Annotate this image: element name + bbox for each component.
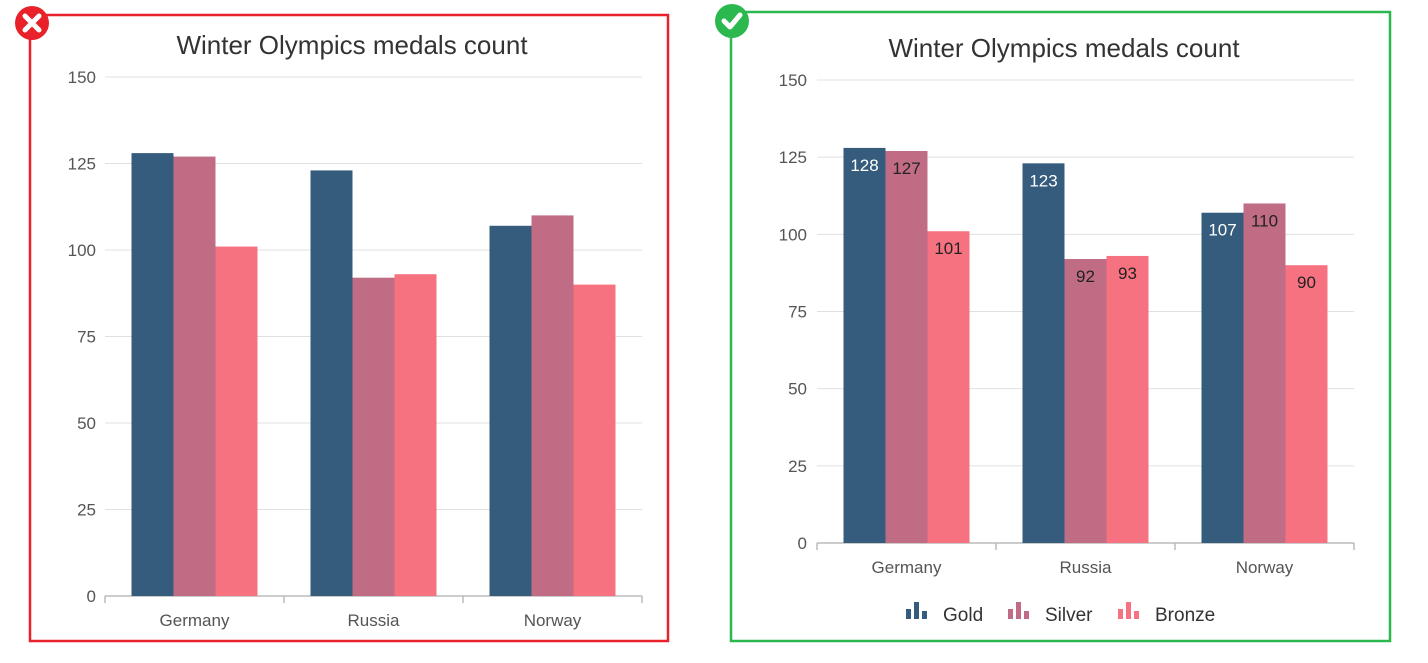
icon-bar — [906, 609, 911, 619]
bar-gold — [310, 170, 353, 597]
data-label: 92 — [1076, 267, 1095, 286]
data-label: 123 — [1029, 171, 1057, 190]
panel-frame — [28, 13, 670, 643]
data-label: 90 — [1297, 273, 1316, 292]
chart-panel-correct: Winter Olympics medals count 0 25 50 75 100 12… — [715, 4, 1392, 643]
bar-gold — [1201, 212, 1244, 543]
bar-silver — [1243, 203, 1286, 543]
legend-label: Gold — [943, 605, 983, 626]
data-label: 93 — [1118, 264, 1137, 283]
cross-icon — [15, 6, 49, 40]
bar-silver — [1064, 259, 1107, 543]
category-label: Russia — [1060, 558, 1113, 577]
legend-bar-chart-icon — [1008, 602, 1029, 619]
bar-silver — [352, 277, 395, 596]
bar-gold — [131, 153, 174, 596]
y-tick-label: 0 — [798, 534, 807, 553]
check-icon — [715, 4, 749, 38]
bar-bronze — [1285, 265, 1328, 543]
category-label: Norway — [524, 611, 582, 630]
icon-bar — [1024, 611, 1029, 619]
legend-label: Bronze — [1155, 605, 1215, 626]
icon-bar — [1126, 602, 1131, 619]
y-tick-label: 50 — [77, 414, 96, 433]
bar-bronze — [394, 274, 437, 596]
legend: Gold Silver Bronze — [906, 602, 1215, 626]
y-tick-label: 0 — [87, 587, 96, 606]
legend-bar-chart-icon — [906, 602, 927, 619]
bar-gold — [489, 225, 532, 596]
bar-gold — [843, 147, 886, 543]
icon-bar — [1016, 602, 1021, 619]
category-label: Germany — [160, 611, 230, 630]
check-mark — [721, 12, 743, 30]
chart-title: Winter Olympics medals count — [176, 30, 528, 60]
y-tick-label: 150 — [779, 71, 807, 90]
icon-bar — [1118, 609, 1123, 619]
y-tick-label: 25 — [788, 457, 807, 476]
y-tick-label: 75 — [77, 328, 96, 347]
data-label: 110 — [1251, 211, 1278, 230]
data-label: 101 — [934, 239, 962, 258]
bar-silver — [885, 150, 928, 543]
cross-mark — [22, 13, 42, 33]
bar-silver — [531, 215, 574, 596]
icon-bar — [1008, 609, 1013, 619]
data-label: 128 — [850, 156, 878, 175]
icon-bar — [1134, 611, 1139, 619]
bar-bronze — [215, 246, 258, 597]
bar-bronze — [1106, 255, 1149, 543]
bar-bronze — [573, 284, 616, 596]
y-tick-label: 150 — [68, 68, 96, 87]
panel-frame — [729, 10, 1392, 643]
bar-silver — [173, 156, 216, 596]
chart-panel-wrong: Winter Olympics medals count 0 25 50 75 100 12… — [15, 6, 670, 643]
icon-bar — [922, 611, 927, 619]
chart-title: Winter Olympics medals count — [888, 33, 1240, 63]
category-label: Norway — [1236, 558, 1294, 577]
data-label: 107 — [1208, 221, 1236, 240]
y-tick-label: 125 — [779, 148, 807, 167]
data-label: 127 — [892, 159, 920, 178]
icon-bar — [914, 602, 919, 619]
category-label: Russia — [348, 611, 401, 630]
y-tick-label: 125 — [68, 155, 96, 174]
y-tick-label: 50 — [788, 380, 807, 399]
y-tick-label: 100 — [68, 241, 96, 260]
bar-gold — [1022, 163, 1065, 543]
y-tick-label: 100 — [779, 225, 807, 244]
legend-label: Silver — [1045, 605, 1093, 626]
legend-bar-chart-icon — [1118, 602, 1139, 619]
y-tick-label: 25 — [77, 501, 96, 520]
category-label: Germany — [872, 558, 942, 577]
bar-bronze — [927, 231, 970, 543]
y-tick-label: 75 — [788, 303, 807, 322]
